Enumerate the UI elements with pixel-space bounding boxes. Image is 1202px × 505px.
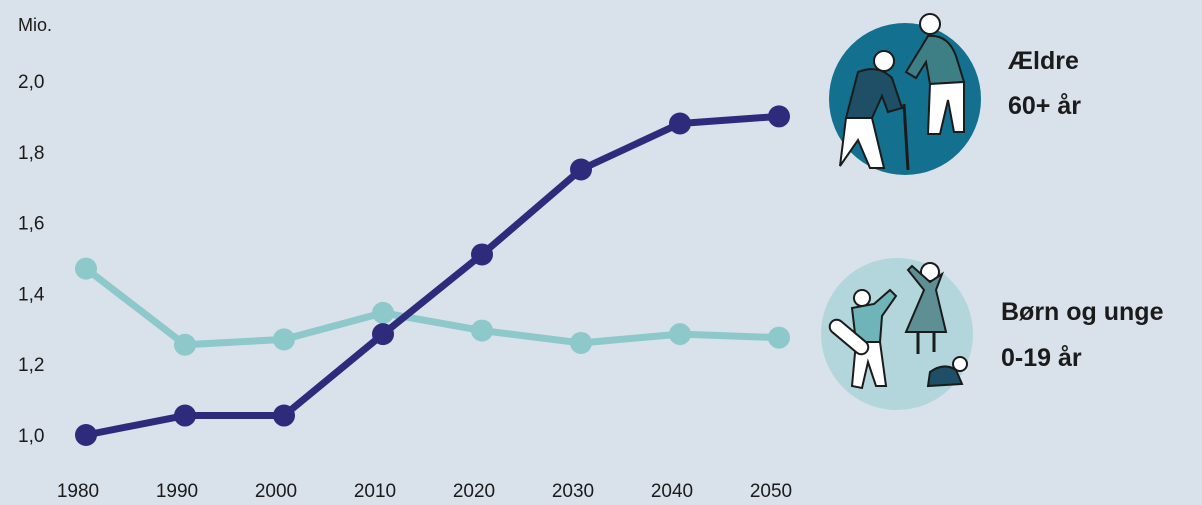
- data-point: [669, 323, 691, 346]
- series-line: [83, 265, 780, 349]
- children-icon: [821, 258, 973, 410]
- data-point: [768, 326, 790, 349]
- data-point: [273, 328, 295, 351]
- x-tick-label: 1990: [156, 481, 198, 500]
- data-point: [471, 319, 493, 342]
- x-tick-label: 2000: [255, 481, 297, 500]
- data-point: [75, 257, 97, 280]
- children-legend-line-1: Børn og unge: [1001, 298, 1164, 326]
- x-tick-label: 2050: [750, 481, 792, 500]
- x-tick-label: 2030: [552, 481, 594, 500]
- x-tick-labels: 1980 1990 2000 2010 2020 2030 2040 2050: [57, 481, 792, 502]
- y-tick-label: 2,0: [18, 72, 44, 93]
- elderly-legend-line-1: Ældre: [1008, 47, 1079, 75]
- elderly-people-icon: [829, 13, 981, 175]
- data-point: [471, 243, 493, 266]
- series-children: [75, 257, 790, 356]
- series-elderly: [75, 105, 790, 446]
- data-point: [273, 404, 295, 427]
- y-tick-label: 1,2: [18, 355, 44, 376]
- x-tick-label: 1980: [57, 481, 99, 500]
- y-tick-label: 1,8: [18, 143, 44, 164]
- y-tick-label: 1,0: [18, 426, 44, 447]
- y-tick-labels: 2,0 1,8 1,6 1,4 1,2 1,0: [18, 72, 45, 447]
- data-point: [669, 112, 691, 135]
- x-tick-label: 2010: [354, 481, 396, 500]
- data-point: [570, 331, 592, 354]
- children-legend-label: Børn og unge 0-19 år: [1001, 298, 1164, 372]
- data-point: [768, 105, 790, 128]
- children-legend-line-2: 0-19 år: [1001, 344, 1082, 372]
- data-point: [174, 333, 196, 356]
- data-point: [75, 424, 97, 446]
- data-point: [570, 158, 592, 181]
- y-tick-label: 1,4: [18, 284, 45, 305]
- data-point: [372, 323, 394, 346]
- series-layer: [75, 105, 790, 446]
- series-line: [85, 112, 780, 439]
- y-tick-label: 1,6: [18, 214, 44, 235]
- y-axis-unit-label: Mio.: [18, 15, 52, 35]
- elderly-legend-label: Ældre 60+ år: [1008, 47, 1081, 120]
- data-point: [372, 301, 394, 324]
- x-tick-label: 2040: [651, 481, 693, 500]
- elderly-legend-line-2: 60+ år: [1008, 92, 1081, 120]
- data-point: [174, 404, 196, 427]
- x-tick-label: 2020: [453, 481, 495, 500]
